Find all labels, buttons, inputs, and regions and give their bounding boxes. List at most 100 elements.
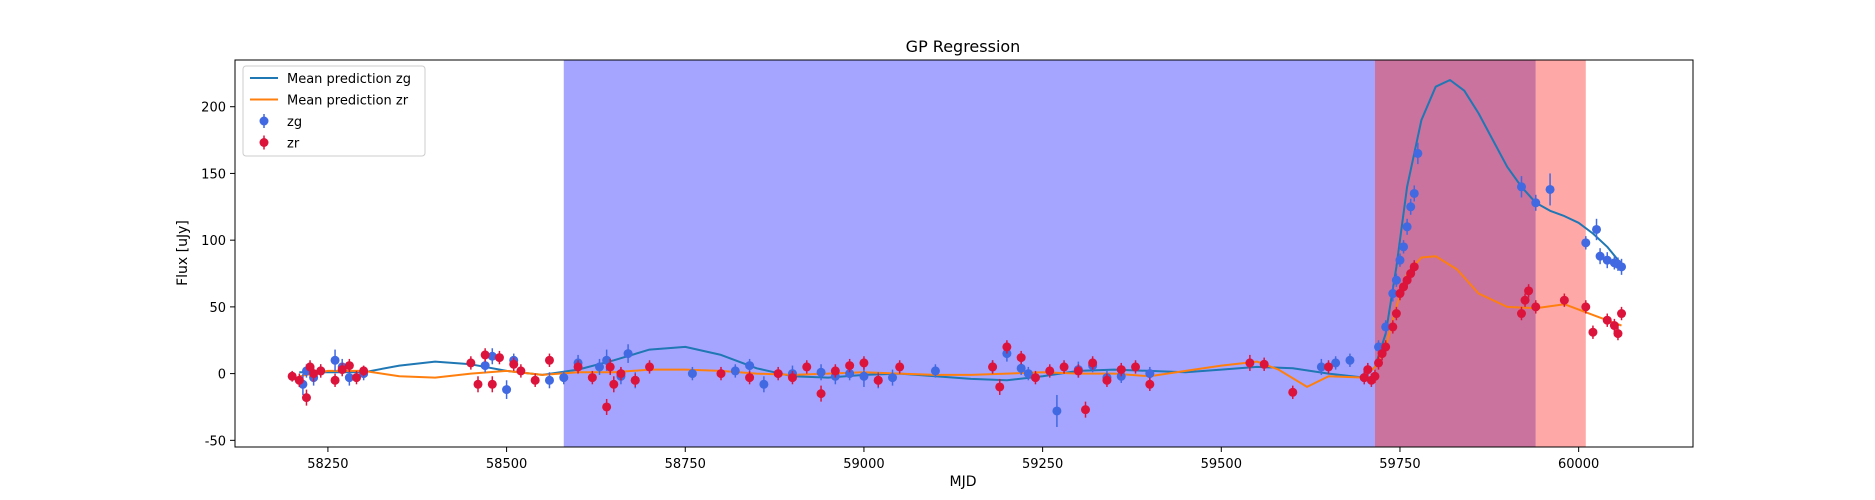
data-point-zr-65 [1391,309,1401,319]
x-tick-label-0: 58250 [307,457,348,472]
data-point-zr-7 [337,365,347,375]
data-point-zr-18 [530,375,540,385]
data-point-zr-74 [1531,302,1541,312]
data-point-zr-31 [787,373,797,383]
data-point-zg-16 [602,355,612,365]
data-point-zg-58 [1545,184,1555,194]
data-point-zg-35 [1023,369,1033,379]
data-point-zg-62 [1602,255,1612,265]
data-point-zg-50 [1395,255,1405,265]
data-point-zg-15 [595,362,604,372]
data-point-zr-66 [1395,289,1405,299]
x-tick-label-2: 58750 [665,457,706,472]
data-point-zg-31 [930,366,940,376]
data-point-zg-30 [888,373,898,383]
data-point-zr-71 [1516,309,1526,319]
data-point-zr-34 [830,366,840,376]
data-point-zr-23 [605,362,615,372]
data-point-zr-38 [895,362,905,372]
data-point-zg-4 [330,355,340,365]
data-point-zg-18 [623,349,633,359]
legend-label-1: Mean prediction zr [287,94,409,109]
data-point-zr-64 [1388,322,1398,332]
data-point-zr-22 [602,402,612,412]
data-point-zr-35 [845,361,855,371]
data-point-zr-43 [1030,373,1040,383]
y-tick-label-4: 150 [201,167,226,182]
data-point-zg-51 [1399,242,1409,252]
data-point-zr-63 [1381,342,1391,352]
data-point-zg-28 [859,371,869,381]
data-point-zr-2 [301,393,311,403]
data-point-zr-3 [305,362,315,372]
data-point-zr-39 [988,362,998,372]
x-tick-label-1: 58500 [486,457,527,472]
data-point-zr-54 [1259,359,1269,369]
y-tick-label-5: 200 [201,101,226,116]
data-point-zr-10 [359,366,369,376]
data-point-zg-56 [1516,182,1526,192]
data-point-zr-53 [1245,358,1255,368]
data-point-zr-20 [573,362,583,372]
data-point-zr-50 [1116,365,1126,375]
data-point-zr-1 [294,375,304,385]
data-point-zr-36 [859,358,869,368]
data-point-zr-70 [1409,262,1419,272]
data-point-zg-25 [816,367,826,377]
data-point-zr-68 [1402,275,1412,285]
data-point-zg-65 [1617,262,1627,272]
legend-marker-swatch-2 [259,116,269,126]
data-point-zr-52 [1145,379,1155,389]
y-axis: -50 0 50 100 150 200 [201,101,235,449]
y-tick-label-1: 0 [218,368,226,383]
data-point-zg-47 [1381,322,1391,332]
data-point-zr-11 [466,358,476,368]
legend: Mean prediction zg Mean prediction zr zg zr [242,65,426,157]
data-point-zg-49 [1391,275,1401,285]
legend-box [242,65,426,157]
data-point-zg-21 [730,366,740,376]
data-point-zr-46 [1073,366,1083,376]
legend-label-2: zg [287,115,302,130]
data-point-zr-81 [1617,309,1627,319]
data-point-zr-80 [1613,329,1623,339]
x-tick-label-5: 59500 [1201,457,1242,472]
data-point-zr-0 [287,371,297,381]
shaded-regions [563,60,1586,447]
data-point-zr-73 [1524,286,1534,296]
data-point-zr-19 [544,355,554,365]
data-point-zr-78 [1602,315,1612,325]
data-point-zr-33 [816,389,826,399]
data-point-zr-21 [587,373,597,383]
y-tick-label-0: -50 [205,434,226,449]
data-point-zg-27 [845,369,855,379]
x-tick-label-4: 59250 [1022,457,1063,472]
data-point-zr-62 [1377,349,1387,359]
data-point-zr-16 [509,359,519,369]
data-point-zr-77 [1588,327,1598,337]
data-point-zr-14 [487,379,497,389]
data-point-zr-9 [352,373,361,383]
data-point-zr-75 [1559,295,1569,305]
data-point-zr-47 [1081,405,1090,415]
data-point-zg-44 [1345,355,1355,365]
data-point-zg-13 [559,373,569,383]
data-point-zr-55 [1288,387,1298,397]
data-point-zr-56 [1324,362,1333,372]
x-axis: 58250 58500 58750 59000 59250 59500 59750 60000 [307,447,1599,472]
shaded-region-1 [1374,60,1536,447]
data-point-zg-59 [1581,238,1591,248]
data-point-zr-72 [1520,295,1530,305]
legend-marker-swatch-3 [259,138,269,147]
x-tick-label-7: 60000 [1558,457,1599,472]
data-point-zr-49 [1102,375,1112,385]
data-point-zr-58 [1363,365,1373,375]
plot-frame [234,59,1694,448]
data-point-zr-51 [1131,362,1141,372]
data-point-zr-57 [1359,373,1369,383]
y-tick-label-3: 100 [201,234,226,249]
data-point-zg-54 [1409,188,1419,198]
data-point-zg-36 [1052,406,1062,416]
data-point-zg-57 [1531,198,1541,208]
